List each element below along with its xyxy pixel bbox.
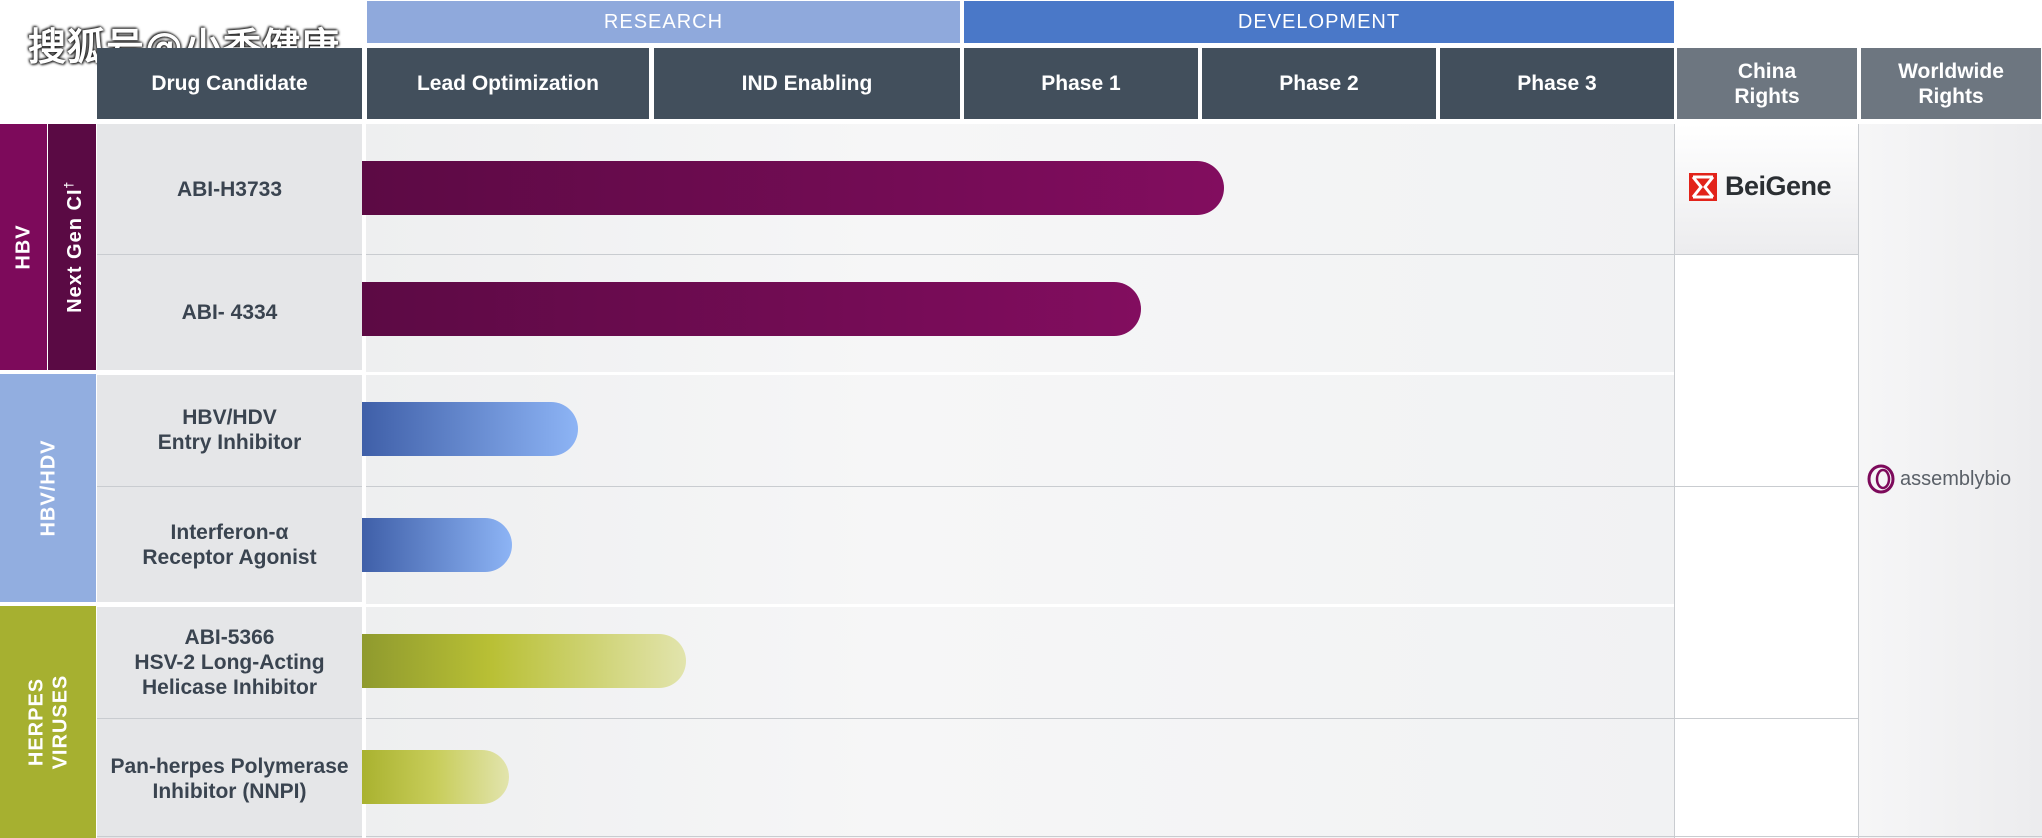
hbv-hdv-category-band: HBV/HDV <box>0 374 96 602</box>
pipeline-bar-abi-4334 <box>362 282 1141 336</box>
row-divider <box>97 372 1858 375</box>
drug-name: HBV/HDV Entry Inhibitor <box>97 374 362 486</box>
column-header-phase-1: Phase 1 <box>964 48 1198 119</box>
pipeline-bar-interferon-receptor-agonist <box>362 518 512 572</box>
drug-name: Interferon-α Receptor Agonist <box>97 487 362 602</box>
development-group-header: DEVELOPMENT <box>964 1 1674 43</box>
bottom-border <box>97 836 2042 837</box>
hbv-category-band: HBV <box>0 124 47 370</box>
pipeline-bar-abi-5366 <box>362 634 687 688</box>
column-divider <box>1858 124 1859 838</box>
column-divider <box>1674 124 1675 838</box>
research-group-header: RESEARCH <box>367 1 960 43</box>
hbv-hdv-category-label: HBV/HDV <box>37 439 60 537</box>
row-divider <box>97 254 1858 255</box>
drug-name: ABI-H3733 <box>97 124 362 254</box>
row-divider <box>97 604 1858 607</box>
next-gen-ci-band: Next Gen CI† <box>48 124 96 370</box>
column-header-china-rights: China Rights <box>1677 48 1857 119</box>
pipeline-bar-pan-herpes-nnpi <box>362 750 509 804</box>
column-header-worldwide-rights: Worldwide Rights <box>1861 48 2041 119</box>
pipeline-bar-hbv-hdv-entry-inhibitor <box>362 402 578 456</box>
drug-name: ABI- 4334 <box>97 255 362 370</box>
row-divider <box>97 718 1858 719</box>
herpes-category-band: HERPES VIRUSES <box>0 606 96 838</box>
assemblybio-mark-icon <box>1867 464 1895 494</box>
hbv-category-label: HBV <box>12 224 35 270</box>
assemblybio-logo: assemblybio <box>1866 463 2011 495</box>
beigene-logo: BeiGene <box>1689 171 1832 202</box>
column-header-ind-enabling: IND Enabling <box>654 48 960 119</box>
beigene-mark-icon <box>1689 172 1717 201</box>
pipeline-bar-abi-h3733 <box>362 161 1224 215</box>
column-header-phase-3: Phase 3 <box>1440 48 1674 119</box>
row-divider <box>97 486 1858 487</box>
beigene-wordmark: BeiGene <box>1725 171 1832 201</box>
drug-name: Pan-herpes Polymerase Inhibitor (NNPI) <box>97 719 362 838</box>
column-header-lead-optimization: Lead Optimization <box>367 48 649 119</box>
column-header-drug-candidate: Drug Candidate <box>97 48 362 119</box>
pipeline-area <box>362 124 1675 838</box>
drug-column-divider <box>362 124 366 838</box>
next-gen-ci-label: Next Gen CI† <box>62 180 86 314</box>
column-header-phase-2: Phase 2 <box>1202 48 1436 119</box>
drug-name: ABI-5366 HSV-2 Long-Acting Helicase Inhi… <box>97 606 362 718</box>
assemblybio-wordmark: assemblybio <box>1900 467 2012 490</box>
herpes-category-label: HERPES VIRUSES <box>25 674 71 770</box>
